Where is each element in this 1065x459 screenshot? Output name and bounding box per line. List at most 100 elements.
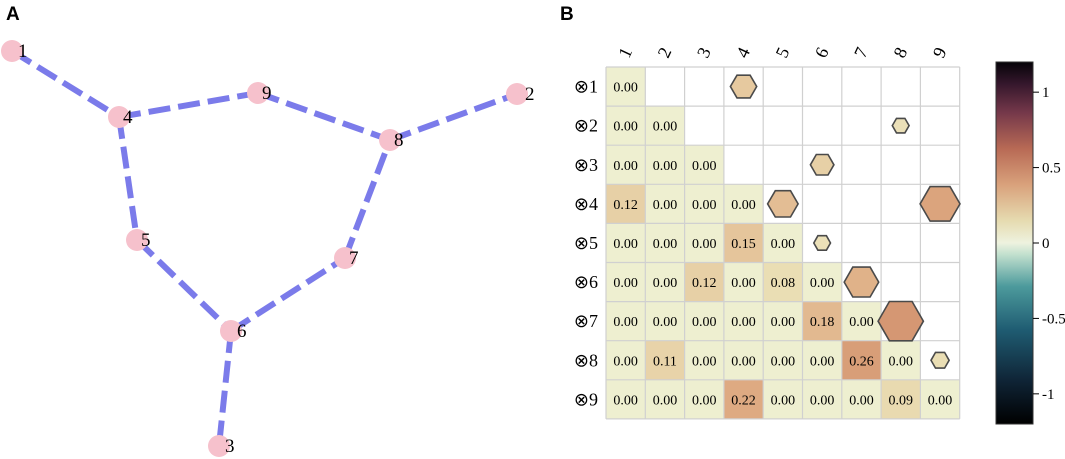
heatmap-cell — [606, 301, 646, 341]
heatmap-cell — [723, 301, 764, 341]
heatmap-cell-value: 0.08 — [771, 276, 796, 291]
heatmap-cell-value: 0.00 — [731, 315, 756, 330]
column-label-4: 4 — [732, 44, 754, 61]
network-node-label-9: 9 — [262, 83, 272, 104]
hexagon-marker-8-9 — [930, 351, 951, 369]
colorbar: 1 0.5 0 -0.5 -1 — [995, 61, 1065, 425]
row-label-6: ⊗6 — [574, 272, 598, 292]
heatmap-cell — [645, 106, 685, 146]
network-edge-4-9 — [118, 90, 259, 120]
network-graph: 1 2 3 4 5 6 7 8 9 — [1, 40, 535, 457]
heatmap-cell-value: 0.12 — [613, 198, 638, 213]
column-label-9: 9 — [929, 44, 951, 61]
heatmap-cell-value: 0.00 — [692, 354, 717, 369]
heatmap-cell — [645, 262, 685, 302]
network-edge-8-2 — [388, 91, 519, 143]
heatmap-cell — [802, 379, 842, 419]
column-label-7: 7 — [850, 44, 872, 61]
network-node-8 — [379, 129, 401, 151]
heatmap-cell — [606, 340, 646, 380]
heatmap-cell — [606, 262, 646, 302]
heatmap-cell — [645, 223, 685, 263]
heatmap-cell — [645, 379, 685, 419]
heatmap-cell-value: 0.00 — [731, 354, 756, 369]
heatmap-cell-value: 0.00 — [613, 393, 638, 408]
network-node-label-1: 1 — [18, 41, 28, 62]
heatmap-cell-value: 0.00 — [653, 120, 678, 135]
network-node-label-4: 4 — [123, 107, 133, 128]
column-label-2: 2 — [654, 44, 676, 61]
row-label-5: ⊗5 — [574, 233, 598, 253]
network-node-label-5: 5 — [141, 230, 151, 251]
heatmap-cell-value: 0.15 — [731, 237, 756, 252]
heatmap-cell — [684, 340, 724, 380]
colorbar-tick-label: -0.5 — [1042, 311, 1065, 327]
hexagon-marker-1-4 — [729, 74, 758, 99]
heatmap-cell-value: 0.11 — [653, 354, 677, 369]
heatmap-cell — [841, 379, 882, 419]
row-label-3: ⊗3 — [574, 155, 598, 175]
heatmap-cell-value: 0.00 — [613, 237, 638, 252]
heatmap-cell — [723, 262, 764, 302]
network-node-label-3: 3 — [225, 436, 235, 457]
hexagon-marker-4-9 — [919, 185, 961, 222]
column-label-6: 6 — [811, 44, 833, 61]
panel-b-letter: B — [560, 4, 574, 25]
row-label-9: ⊗9 — [574, 389, 598, 409]
heatmap-cell-value: 0.00 — [771, 237, 796, 252]
heatmap-cell — [802, 301, 842, 341]
row-label-2: ⊗2 — [574, 116, 598, 136]
heatmap-cell — [684, 262, 724, 302]
column-label-3: 3 — [693, 44, 715, 61]
heatmap-cell-value: 0.00 — [771, 315, 796, 330]
hexagon-marker-6-7 — [843, 266, 880, 298]
network-node-7 — [334, 247, 356, 269]
heatmap-cell-value: 0.00 — [653, 237, 678, 252]
heatmap-cell-value: 0.00 — [771, 393, 796, 408]
heatmap-cell — [881, 379, 921, 419]
heatmap-cell-value: 0.00 — [849, 393, 874, 408]
heatmap-cell-value: 0.00 — [692, 237, 717, 252]
heatmap-cell — [606, 67, 646, 107]
row-label-4: ⊗4 — [574, 194, 598, 214]
heatmap-cell — [645, 301, 685, 341]
network-node-label-7: 7 — [349, 248, 359, 269]
heatmap-cell — [684, 184, 724, 224]
heatmap-cell-value: 0.00 — [613, 354, 638, 369]
heatmap-cell-value: 0.00 — [692, 315, 717, 330]
heatmap-cell — [881, 340, 921, 380]
heatmap-cell — [723, 340, 764, 380]
heatmap-cell-value: 0.00 — [692, 159, 717, 174]
network-edge-7-8 — [342, 138, 393, 260]
heatmap-cell — [606, 145, 646, 185]
heatmap-cell-value: 0.00 — [613, 120, 638, 135]
heatmap-cell-value: 0.00 — [692, 393, 717, 408]
heatmap-cell-value: 0.00 — [653, 159, 678, 174]
heatmap-cell — [802, 262, 842, 302]
heatmap-cell — [802, 340, 842, 380]
heatmap-cell — [841, 340, 882, 380]
network-node-label-2: 2 — [525, 84, 535, 105]
hexagon-marker-5-6 — [812, 234, 832, 251]
hexagon-marker-7-8 — [877, 300, 925, 342]
heatmap-cell — [606, 106, 646, 146]
heatmap-cell-value: 0.09 — [889, 393, 914, 408]
heatmap-cell-value: 0.00 — [653, 198, 678, 213]
network-edge-1-4 — [10, 48, 121, 120]
network-node-2 — [506, 83, 528, 105]
heatmap-cell-value: 0.00 — [889, 354, 914, 369]
heatmap-cell-value: 0.00 — [613, 81, 638, 96]
heatmap-cell — [606, 379, 646, 419]
heatmap-cell-value: 0.00 — [928, 393, 953, 408]
heatmap-cell-value: 0.00 — [692, 198, 717, 213]
heatmap-cell-value: 0.00 — [810, 393, 835, 408]
heatmap-cell — [645, 145, 685, 185]
heatmap-cell-value: 0.22 — [731, 393, 756, 408]
network-edge-5-6 — [134, 237, 234, 334]
network-node-4 — [108, 106, 130, 128]
heatmap-cell-value: 0.26 — [849, 354, 874, 369]
hexagon-marker-2-8 — [891, 117, 911, 134]
heatmap-cell — [723, 184, 764, 224]
heatmap-cell-value: 0.00 — [731, 276, 756, 291]
heatmap-cell-value: 0.12 — [692, 276, 717, 291]
